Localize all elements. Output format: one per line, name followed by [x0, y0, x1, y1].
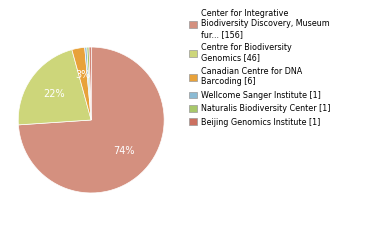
Wedge shape — [18, 50, 91, 125]
Wedge shape — [18, 47, 164, 193]
Legend: Center for Integrative
Biodiversity Discovery, Museum
fur... [156], Centre for B: Center for Integrative Biodiversity Disc… — [189, 9, 331, 126]
Wedge shape — [85, 47, 91, 120]
Wedge shape — [87, 47, 91, 120]
Text: 3%: 3% — [76, 71, 91, 80]
Text: 22%: 22% — [44, 89, 65, 99]
Text: 74%: 74% — [114, 146, 135, 156]
Wedge shape — [89, 47, 91, 120]
Wedge shape — [72, 47, 91, 120]
